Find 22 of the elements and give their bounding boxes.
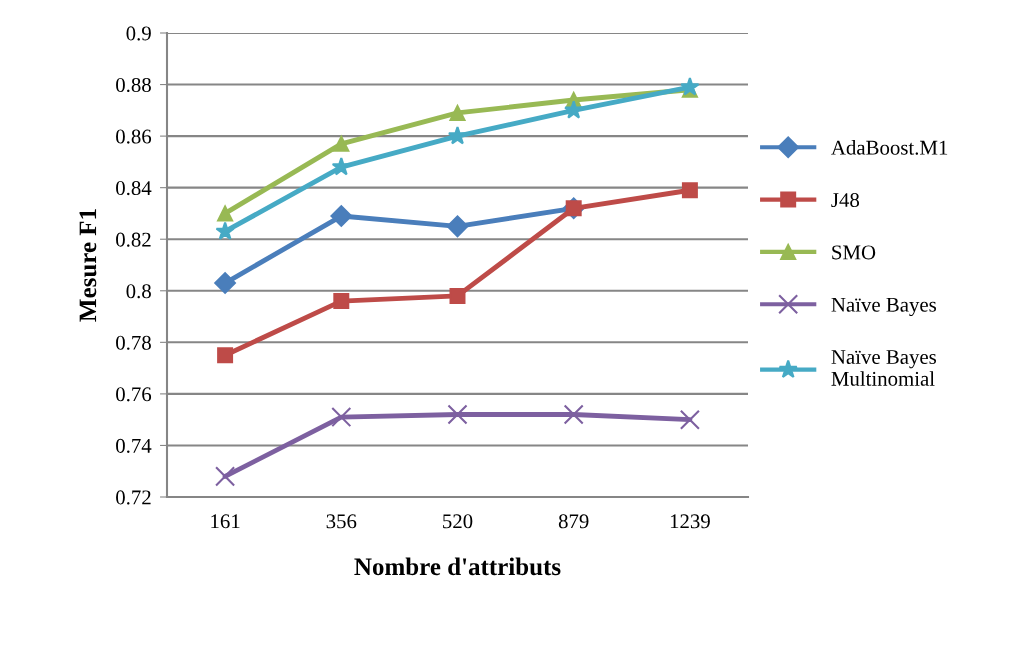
legend-label: J48 <box>831 193 860 208</box>
legend-label: SMO <box>832 245 876 260</box>
y-tick-label: 0.74 <box>116 438 152 453</box>
y-tick-label: 0.9 <box>126 26 151 41</box>
y-tick-label: 0.84 <box>116 181 152 196</box>
y-tick-label: 0.72 <box>116 490 151 505</box>
legend-label: Naïve Bayes <box>831 297 936 317</box>
legend-label: Naïve Bayes Multinomial <box>831 350 936 386</box>
y-axis-title: Mesure F1 <box>79 209 97 322</box>
x-tick-label: 1239 <box>670 514 710 529</box>
y-tick-label: 0.86 <box>116 129 152 144</box>
x-tick-label: 161 <box>211 514 240 529</box>
y-tick-label: 0.8 <box>126 284 151 299</box>
y-tick-label: 0.82 <box>116 232 151 247</box>
x-tick-label: 520 <box>443 514 473 529</box>
legend-label: AdaBoost.M1 <box>831 140 948 155</box>
x-axis-title: Nombre d'attributs <box>354 557 561 576</box>
y-tick-label: 0.88 <box>116 77 151 93</box>
x-tick-label: 356 <box>326 514 357 529</box>
y-tick-label: 0.76 <box>116 387 152 402</box>
y-tick-label: 0.78 <box>116 335 151 350</box>
x-tick-label: 879 <box>558 514 589 529</box>
